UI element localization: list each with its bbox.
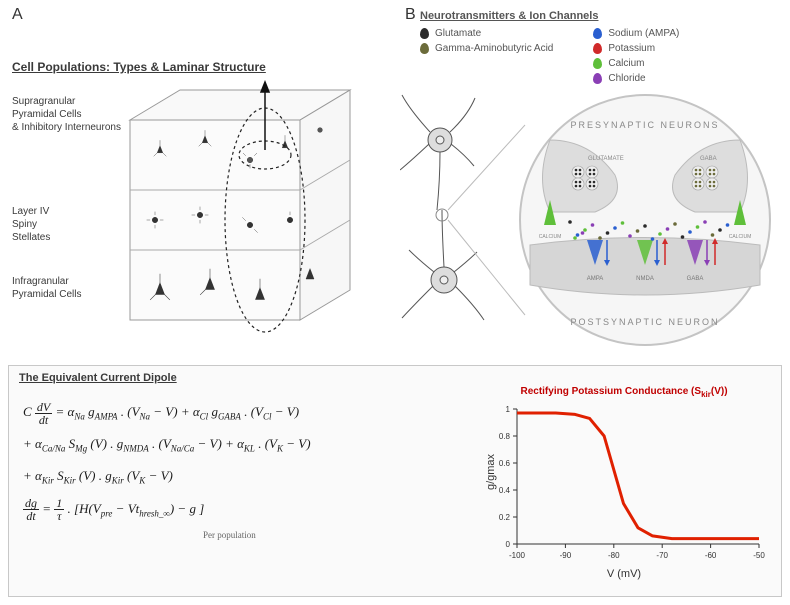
legend-item: Glutamate (420, 28, 553, 39)
svg-text:GABA: GABA (687, 276, 704, 282)
svg-text:PRESYNAPTIC NEURONS: PRESYNAPTIC NEURONS (570, 120, 719, 130)
x-axis-label: V (mV) (479, 568, 769, 580)
legend-dot-icon (420, 43, 429, 54)
chart-svg: -100 -90 -80 -70 -60 -50 0 0.2 0.4 0.6 0.8 1 (479, 401, 769, 566)
svg-text:1: 1 (506, 405, 511, 414)
legend-dot-icon (593, 28, 602, 39)
svg-text:-80: -80 (608, 551, 620, 560)
svg-text:-100: -100 (509, 551, 526, 560)
label-layer4: Layer IVSpinyStellates (12, 205, 50, 244)
svg-text:-90: -90 (560, 551, 572, 560)
legend-item: Potassium (593, 43, 679, 54)
svg-text:0.8: 0.8 (499, 432, 511, 441)
label-supragranular: SupragranularPyramidal Cells& Inhibitory… (12, 95, 121, 134)
svg-text:-60: -60 (705, 551, 717, 560)
y-axis-label: g/gmax (485, 454, 497, 490)
label-infragranular: InfragranularPyramidal Cells (12, 275, 81, 301)
legend-dot-icon (593, 43, 602, 54)
legend-label: Sodium (AMPA) (608, 28, 679, 39)
legend-dot-icon (420, 28, 429, 39)
svg-text:0: 0 (506, 540, 511, 549)
svg-text:-50: -50 (753, 551, 765, 560)
panel-label-B: B (405, 6, 416, 24)
legend-label: Calcium (608, 58, 644, 69)
svg-text:0.6: 0.6 (499, 459, 511, 468)
svg-text:GLUTAMATE: GLUTAMATE (588, 156, 624, 162)
svg-text:AMPA: AMPA (587, 276, 604, 282)
svg-text:0.4: 0.4 (499, 486, 511, 495)
kir-conductance-chart: Rectifying Potassium Conductance (Skir(V… (479, 386, 769, 586)
neurotransmitter-legend: Glutamate Gamma-Aminobutyric Acid Sodium … (420, 28, 679, 84)
panel-label-A: A (12, 6, 23, 24)
svg-text:CALCIUM: CALCIUM (729, 234, 752, 240)
chart-title: Rectifying Potassium Conductance (Skir(V… (479, 386, 769, 399)
legend-label: Gamma-Aminobutyric Acid (435, 43, 553, 54)
svg-text:NMDA: NMDA (636, 276, 654, 282)
dipole-equations: C dVdt = αNa gAMPA . (VNa − V) + αCl gGA… (23, 396, 311, 546)
legend-item: Gamma-Aminobutyric Acid (420, 43, 553, 54)
svg-text:0.2: 0.2 (499, 513, 511, 522)
legend-item: Calcium (593, 58, 679, 69)
legend-dot-icon (593, 58, 602, 69)
svg-text:-70: -70 (656, 551, 668, 560)
svg-text:GABA: GABA (700, 156, 717, 162)
dipole-equation-box: The Equivalent Current Dipole C dVdt = α… (8, 365, 782, 597)
dipole-title: The Equivalent Current Dipole (19, 372, 177, 384)
laminar-structure-diagram (120, 80, 390, 340)
panel-b-title: Neurotransmitters & Ion Channels (420, 10, 598, 22)
legend-label: Glutamate (435, 28, 481, 39)
legend-item: Sodium (AMPA) (593, 28, 679, 39)
synapse-diagram: PRESYNAPTIC NEURONS POSTSYNAPTIC NEURON … (400, 80, 780, 360)
legend-label: Potassium (608, 43, 655, 54)
svg-text:POSTSYNAPTIC NEURON: POSTSYNAPTIC NEURON (570, 317, 719, 327)
panel-a-title: Cell Populations: Types & Laminar Struct… (12, 60, 266, 74)
svg-text:CALCIUM: CALCIUM (539, 234, 562, 240)
